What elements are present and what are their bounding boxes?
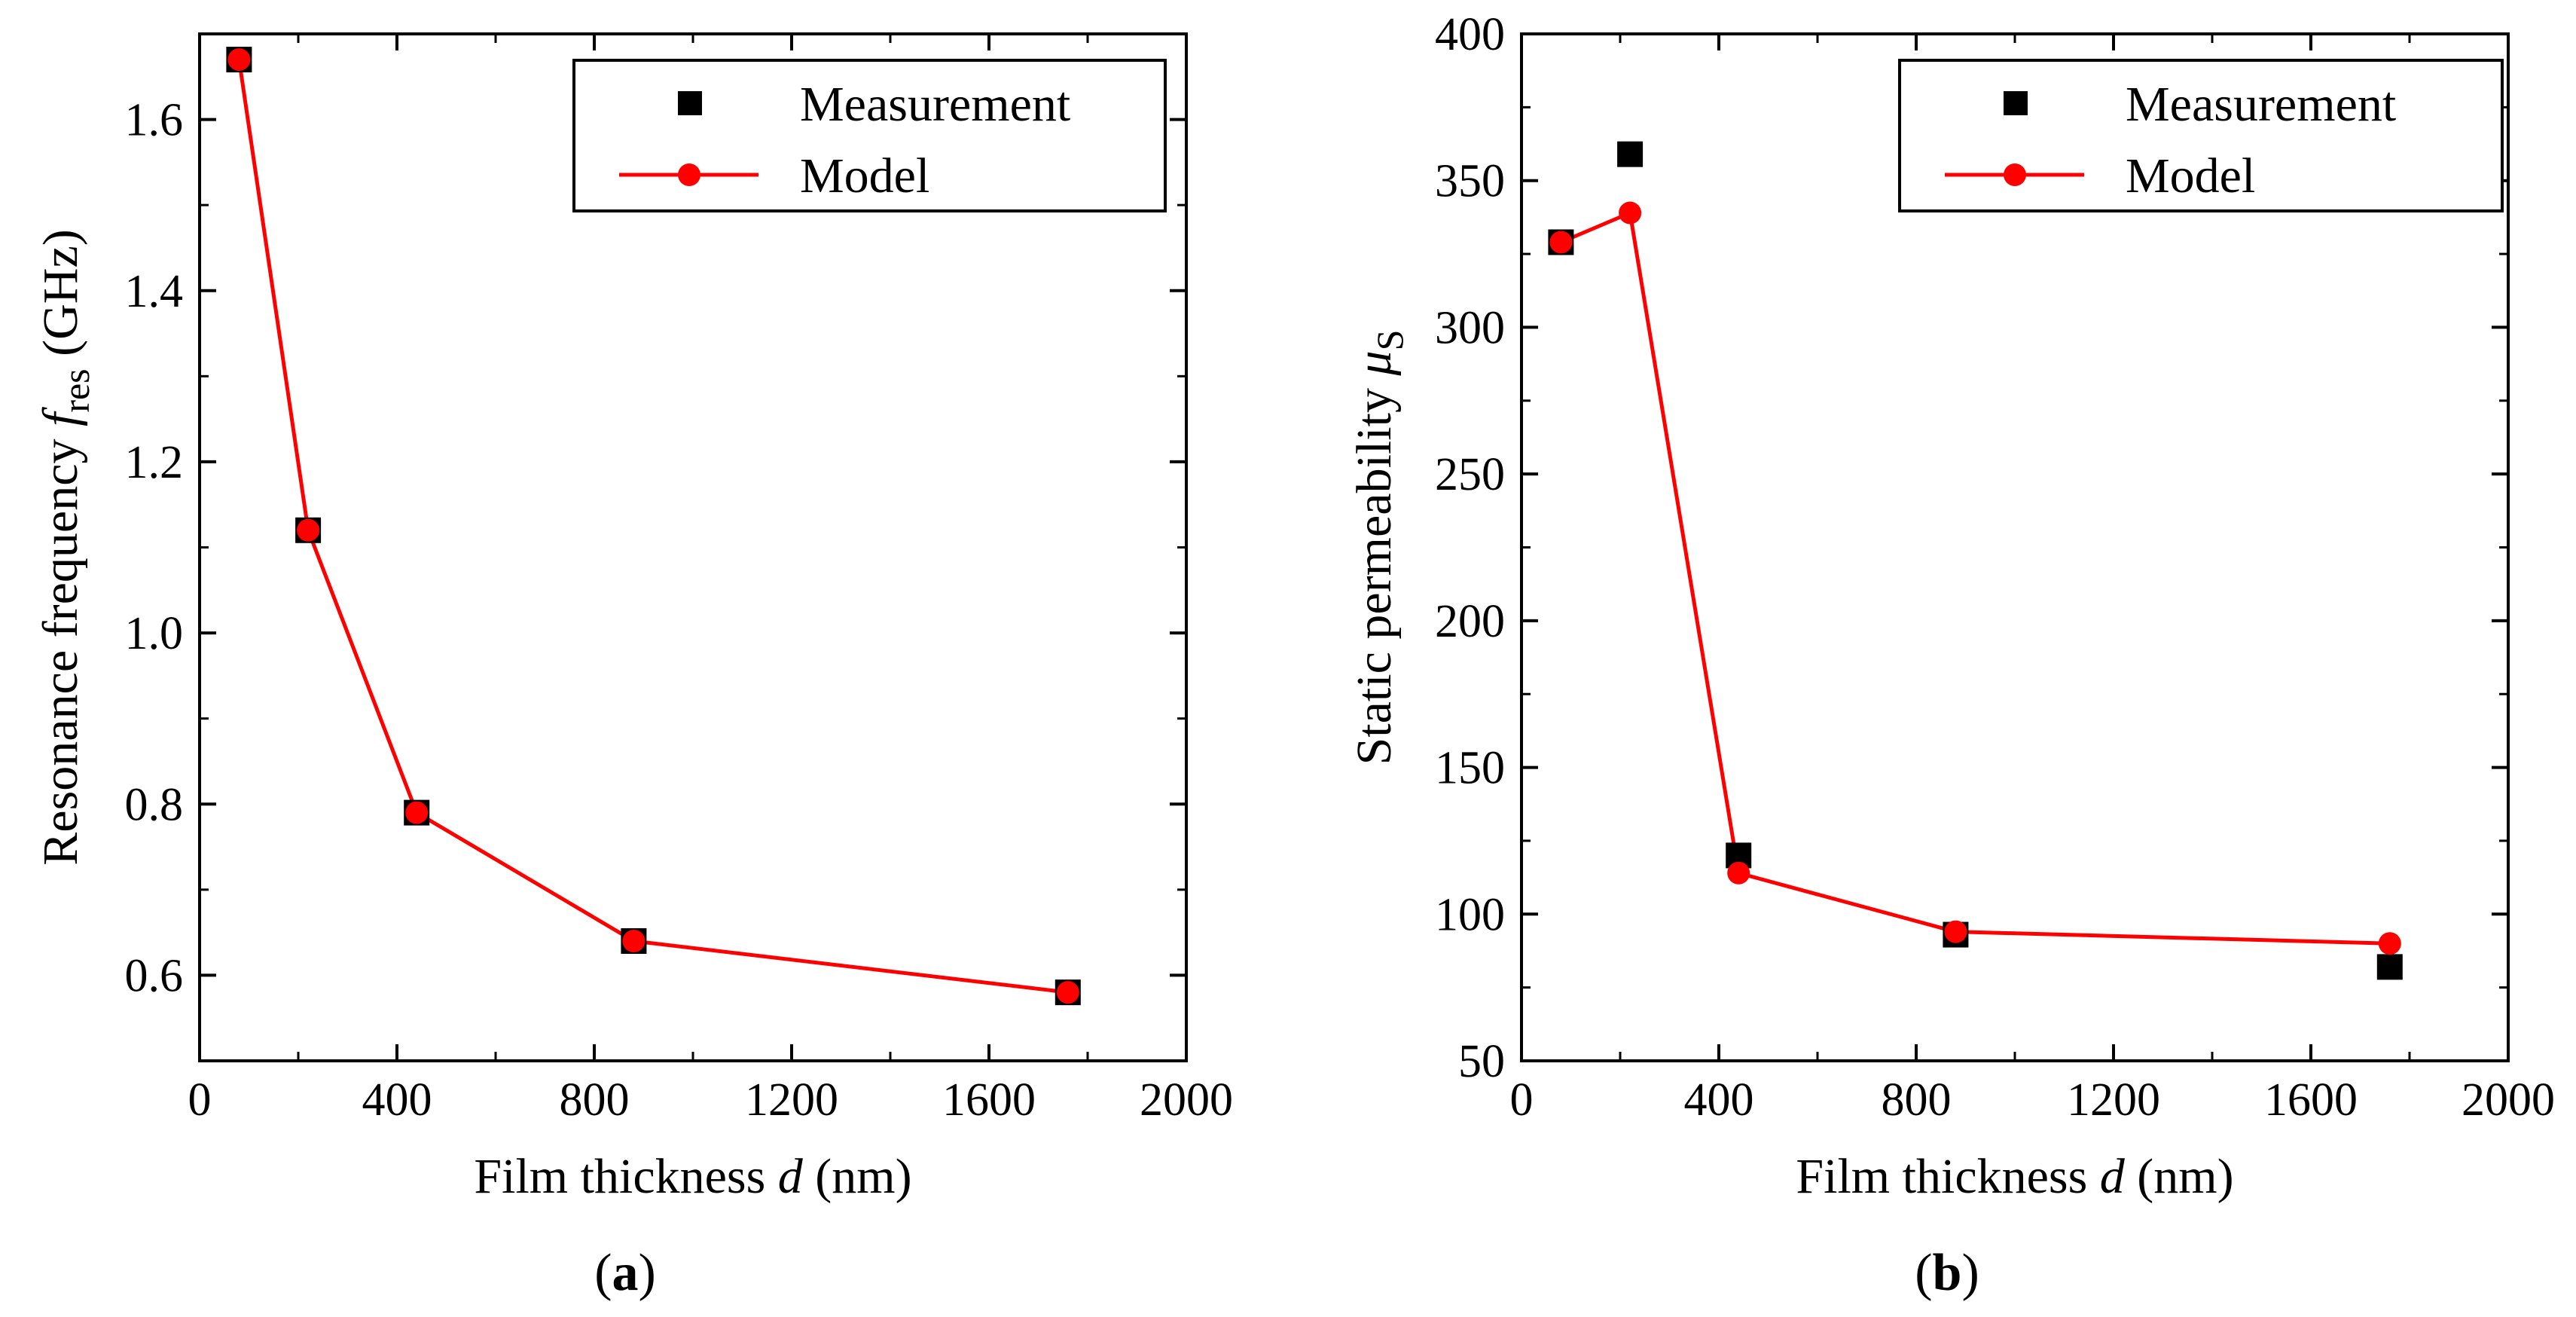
legend: Measurement Model: [572, 59, 1167, 212]
y-tick-label: 100: [1435, 889, 1505, 940]
legend-box: [1898, 59, 2504, 212]
x-tick-label: 1600: [2264, 1074, 2358, 1126]
x-axis-title: Film thickness d (nm): [1796, 1149, 2233, 1204]
y-tick-label: 50: [1458, 1036, 1505, 1087]
legend-measurement-marker: [2004, 91, 2028, 115]
model-point: [1549, 231, 1573, 254]
model-point: [1944, 920, 1967, 943]
y-tick-label: 0.8: [125, 779, 184, 830]
x-axis-title-unit: (nm): [2125, 1149, 2234, 1204]
y-axis-title-subscript: S: [1369, 330, 1411, 351]
x-axis-title: Film thickness d (nm): [474, 1149, 911, 1204]
y-tick-label: 350: [1435, 156, 1505, 207]
y-axis-title-text: Static permeability: [1347, 376, 1402, 765]
panel-caption-close: ): [639, 1244, 656, 1302]
y-axis-title: Resonance frequency fres (GHz): [33, 229, 97, 865]
panel-caption-open: (: [594, 1244, 612, 1302]
measurement-point: [2376, 954, 2403, 980]
model-point: [405, 801, 429, 824]
model-point: [1727, 861, 1750, 885]
x-axis-title-text: Film thickness: [474, 1149, 777, 1204]
x-axis-title-unit: (nm): [803, 1149, 912, 1204]
legend-measurement-marker: [678, 91, 702, 115]
x-axis-title-symbol: d: [778, 1149, 804, 1204]
y-axis-title-symbol: μ: [1347, 350, 1402, 376]
legend-model-marker: [678, 163, 700, 186]
y-axis-title-subscript: res: [55, 368, 97, 412]
model-point: [297, 518, 320, 542]
legend-model-label: Model: [2126, 148, 2255, 203]
y-tick-label: 250: [1435, 449, 1505, 500]
y-axis-title: Static permeability μS: [1347, 330, 1411, 765]
x-tick-label: 0: [1510, 1074, 1534, 1126]
y-tick-label: 1.6: [125, 95, 184, 146]
x-axis-title-symbol: d: [2100, 1149, 2126, 1204]
x-tick-label: 800: [560, 1074, 630, 1126]
panel-caption-close: ): [1961, 1244, 1979, 1302]
x-tick-label: 1600: [942, 1074, 1036, 1126]
y-axis-title-text: Resonance frequency: [33, 426, 88, 866]
legend-model-marker: [2004, 163, 2026, 186]
legend-model-label: Model: [800, 148, 929, 203]
x-tick-label: 1200: [2067, 1074, 2160, 1126]
legend-measurement-label: Measurement: [2126, 77, 2396, 132]
y-tick-label: 300: [1435, 302, 1505, 353]
x-tick-label: 800: [1882, 1074, 1952, 1126]
x-tick-label: 2000: [2462, 1074, 2555, 1126]
y-axis-title-unit: (GHz): [33, 229, 88, 368]
legend-measurement-label: Measurement: [800, 77, 1070, 132]
model-point: [622, 929, 646, 952]
x-axis-title-text: Film thickness: [1796, 1149, 2099, 1204]
y-tick-label: 0.6: [125, 950, 184, 1001]
x-tick-label: 0: [188, 1074, 212, 1126]
x-tick-label: 400: [362, 1074, 432, 1126]
panel-caption-open: (: [1915, 1244, 1932, 1302]
panel-caption-label: a: [612, 1244, 639, 1302]
y-tick-label: 1.2: [125, 437, 184, 488]
series-model-line: [1560, 211, 2390, 946]
x-tick-label: 400: [1684, 1074, 1754, 1126]
chart-panel-a: 0 400 800 1200 1600 2000 0.6 0.8 1.0 1.2 1.4 1.6 Fil…: [33, 32, 1233, 1302]
chart-panel-b: 0 400 800 1200 1600 2000 50 100 150 200 250 300 350 4…: [1347, 9, 2555, 1302]
x-tick-label: 2000: [1140, 1074, 1233, 1126]
model-point: [2378, 932, 2401, 955]
panel-caption: (b): [1915, 1244, 1979, 1302]
legend-box: [572, 59, 1167, 212]
panel-caption: (a): [594, 1244, 656, 1302]
y-tick-label: 150: [1435, 743, 1505, 794]
y-tick-label: 1.0: [125, 608, 184, 659]
x-tick-label: 1200: [745, 1074, 838, 1126]
model-point: [227, 48, 251, 72]
panel-caption-label: b: [1933, 1244, 1962, 1302]
model-point: [1056, 981, 1079, 1004]
measurement-point: [1617, 141, 1644, 167]
y-tick-label: 200: [1435, 596, 1505, 647]
y-tick-label: 1.4: [125, 266, 184, 317]
y-tick-label: 400: [1435, 9, 1505, 60]
legend: Measurement Model: [1898, 59, 2504, 212]
model-point: [1619, 201, 1642, 225]
